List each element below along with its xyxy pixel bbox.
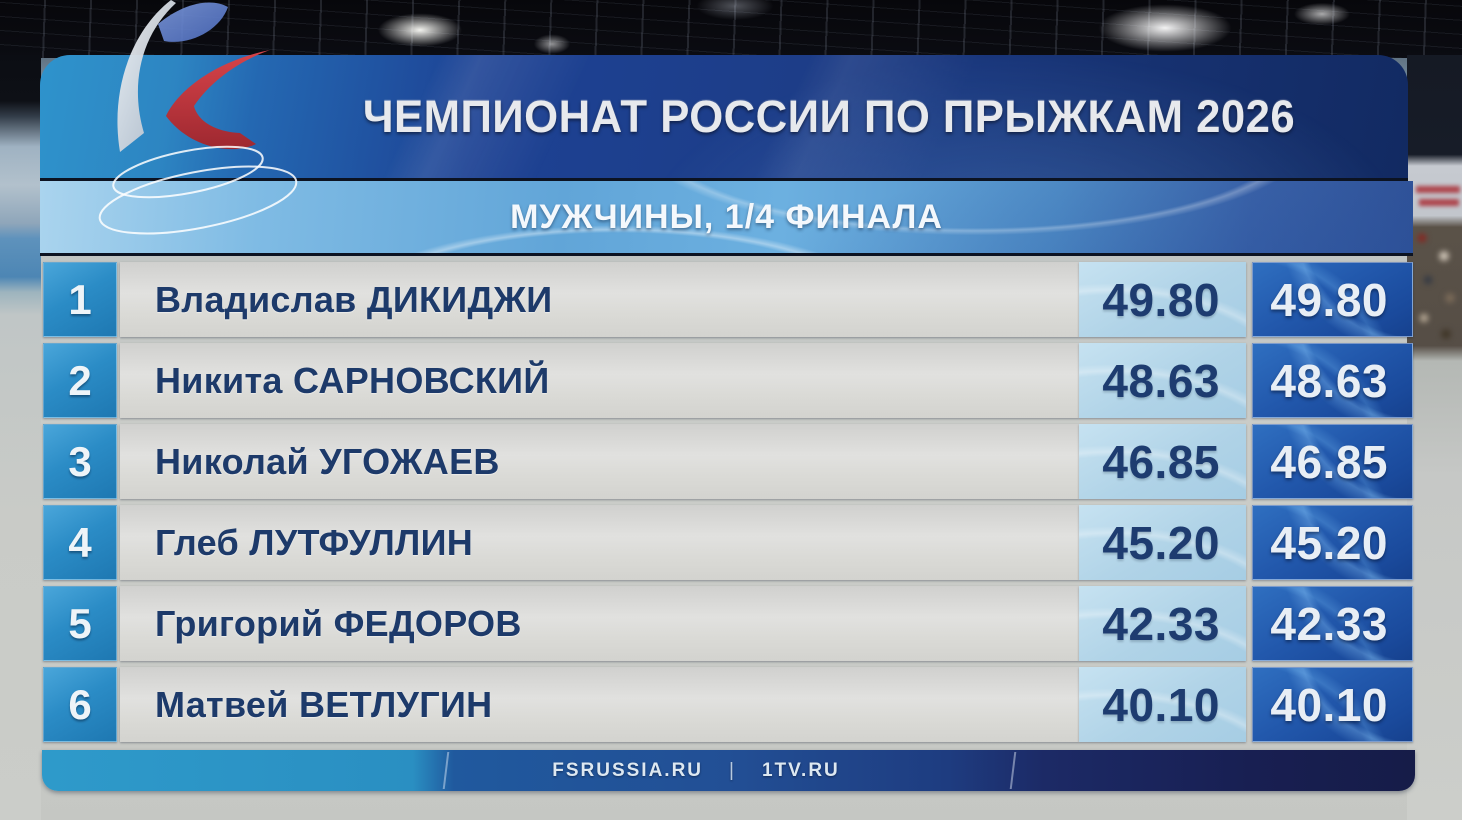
table-row: 4 Глеб ЛУТФУЛЛИН 45.20 45.20 [40,505,1418,580]
total-score-value: 42.33 [1270,597,1388,650]
athlete-name-cell: Глеб ЛУТФУЛЛИН [120,505,1079,580]
athlete-name: Глеб ЛУТФУЛЛИН [155,521,474,563]
rink-boards-background-left [0,55,41,820]
event-title: ЧЕМПИОНАТ РОССИИ ПО ПРЫЖКАМ 2026 [362,90,1296,142]
athlete-name: Николай УГОЖАЕВ [155,440,500,482]
rank-number: 6 [68,680,92,728]
table-row: 3 Николай УГОЖАЕВ 46.85 46.85 [40,424,1418,499]
figure-skating-federation-logo-icon [98,0,298,235]
athlete-name-cell: Владислав ДИКИДЖИ [120,262,1079,337]
total-score-cell: 45.20 [1252,505,1413,580]
total-score-cell: 48.63 [1252,343,1413,418]
total-score-value: 49.80 [1270,273,1388,326]
rank-badge: 6 [43,667,117,742]
score-value: 49.80 [1102,273,1220,326]
score-cell: 46.85 [1079,424,1246,499]
athlete-name: Григорий ФЕДОРОВ [155,602,522,644]
total-score-value: 48.63 [1270,354,1388,407]
table-row: 1 Владислав ДИКИДЖИ 49.80 49.80 [40,262,1418,337]
total-score-value: 40.10 [1270,678,1388,731]
total-score-value: 46.85 [1270,435,1388,488]
rank-number: 4 [68,518,92,566]
athlete-name: Никита САРНОВСКИЙ [155,359,550,401]
rank-badge: 4 [43,505,117,580]
score-value: 45.20 [1102,516,1220,569]
rank-number: 2 [68,356,92,404]
rank-number: 3 [68,437,92,485]
athlete-name-cell: Никита САРНОВСКИЙ [120,343,1079,418]
rank-number: 5 [68,599,92,647]
score-cell: 49.80 [1079,262,1246,337]
total-score-value: 45.20 [1270,516,1388,569]
audience-blur [1410,222,1462,350]
athlete-name-cell: Матвей ВЕТЛУГИН [120,667,1079,742]
rank-badge: 2 [43,343,117,418]
footer-bar: FSRUSSIA.RU | 1TV.RU [42,750,1415,791]
athlete-name-cell: Николай УГОЖАЕВ [120,424,1079,499]
event-category: МУЖЧИНЫ, 1/4 ФИНАЛА [510,197,943,236]
footer-separator: | [729,759,736,781]
table-row: 5 Григорий ФЕДОРОВ 42.33 42.33 [40,586,1418,661]
total-score-cell: 42.33 [1252,586,1413,661]
federation-url: FSRUSSIA.RU [552,759,704,781]
rank-badge: 3 [43,424,117,499]
score-value: 42.33 [1102,597,1220,650]
score-cell: 42.33 [1079,586,1246,661]
rank-badge: 1 [43,262,117,337]
subtitle-band: МУЖЧИНЫ, 1/4 ФИНАЛА [40,181,1413,256]
standings-table: 1 Владислав ДИКИДЖИ 49.80 49.80 2 Никита… [40,262,1418,744]
rank-number: 1 [68,275,92,323]
score-value: 48.63 [1102,354,1220,407]
rank-badge: 5 [43,586,117,661]
audience-background-right [1407,55,1462,820]
table-row: 2 Никита САРНОВСКИЙ 48.63 48.63 [40,343,1418,418]
total-score-cell: 40.10 [1252,667,1413,742]
total-score-cell: 49.80 [1252,262,1413,337]
score-value: 40.10 [1102,678,1220,731]
athlete-name-cell: Григорий ФЕДОРОВ [120,586,1079,661]
score-cell: 40.10 [1079,667,1246,742]
total-score-cell: 46.85 [1252,424,1413,499]
arena-banner-blur [1416,186,1460,193]
athlete-name: Матвей ВЕТЛУГИН [155,683,493,725]
logo-blue-petal [158,2,228,42]
channel-url: 1TV.RU [761,759,840,781]
header-panel: ЧЕМПИОНАТ РОССИИ ПО ПРЫЖКАМ 2026 [40,55,1408,181]
arena-banner-blur [1419,199,1459,206]
logo-red-swoosh [166,50,270,150]
table-row: 6 Матвей ВЕТЛУГИН 40.10 40.10 [40,667,1418,742]
score-cell: 48.63 [1079,343,1246,418]
footer-links: FSRUSSIA.RU | 1TV.RU [42,750,1415,791]
score-value: 46.85 [1102,435,1220,488]
athlete-name: Владислав ДИКИДЖИ [155,278,553,320]
logo-ice-trails [98,145,298,235]
arena-ceiling-lights-background [0,0,1462,58]
logo-silver-ribbon [117,0,176,152]
score-cell: 45.20 [1079,505,1246,580]
